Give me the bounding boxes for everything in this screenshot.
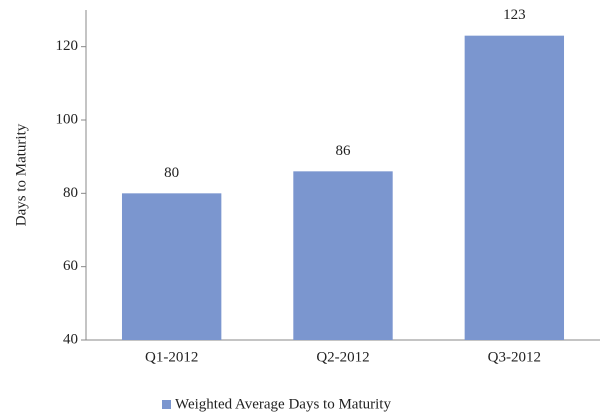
y-axis-label: Days to Maturity [13,123,29,226]
legend-swatch [162,400,171,409]
legend-label: Weighted Average Days to Maturity [175,396,391,412]
y-tick-label: 60 [63,258,78,274]
x-tick-label: Q1-2012 [145,349,198,365]
bar [293,171,393,340]
bar [121,193,222,340]
data-label: 80 [164,165,179,181]
y-tick-label: 80 [63,185,78,201]
data-label: 86 [336,143,352,159]
x-tick-label: Q3-2012 [488,349,541,365]
data-label: 123 [503,7,526,23]
y-tick-label: 100 [56,111,79,127]
x-tick-label: Q2-2012 [316,349,369,365]
y-tick-label: 40 [63,331,78,347]
bar [464,35,565,341]
y-tick-label: 120 [56,38,79,54]
